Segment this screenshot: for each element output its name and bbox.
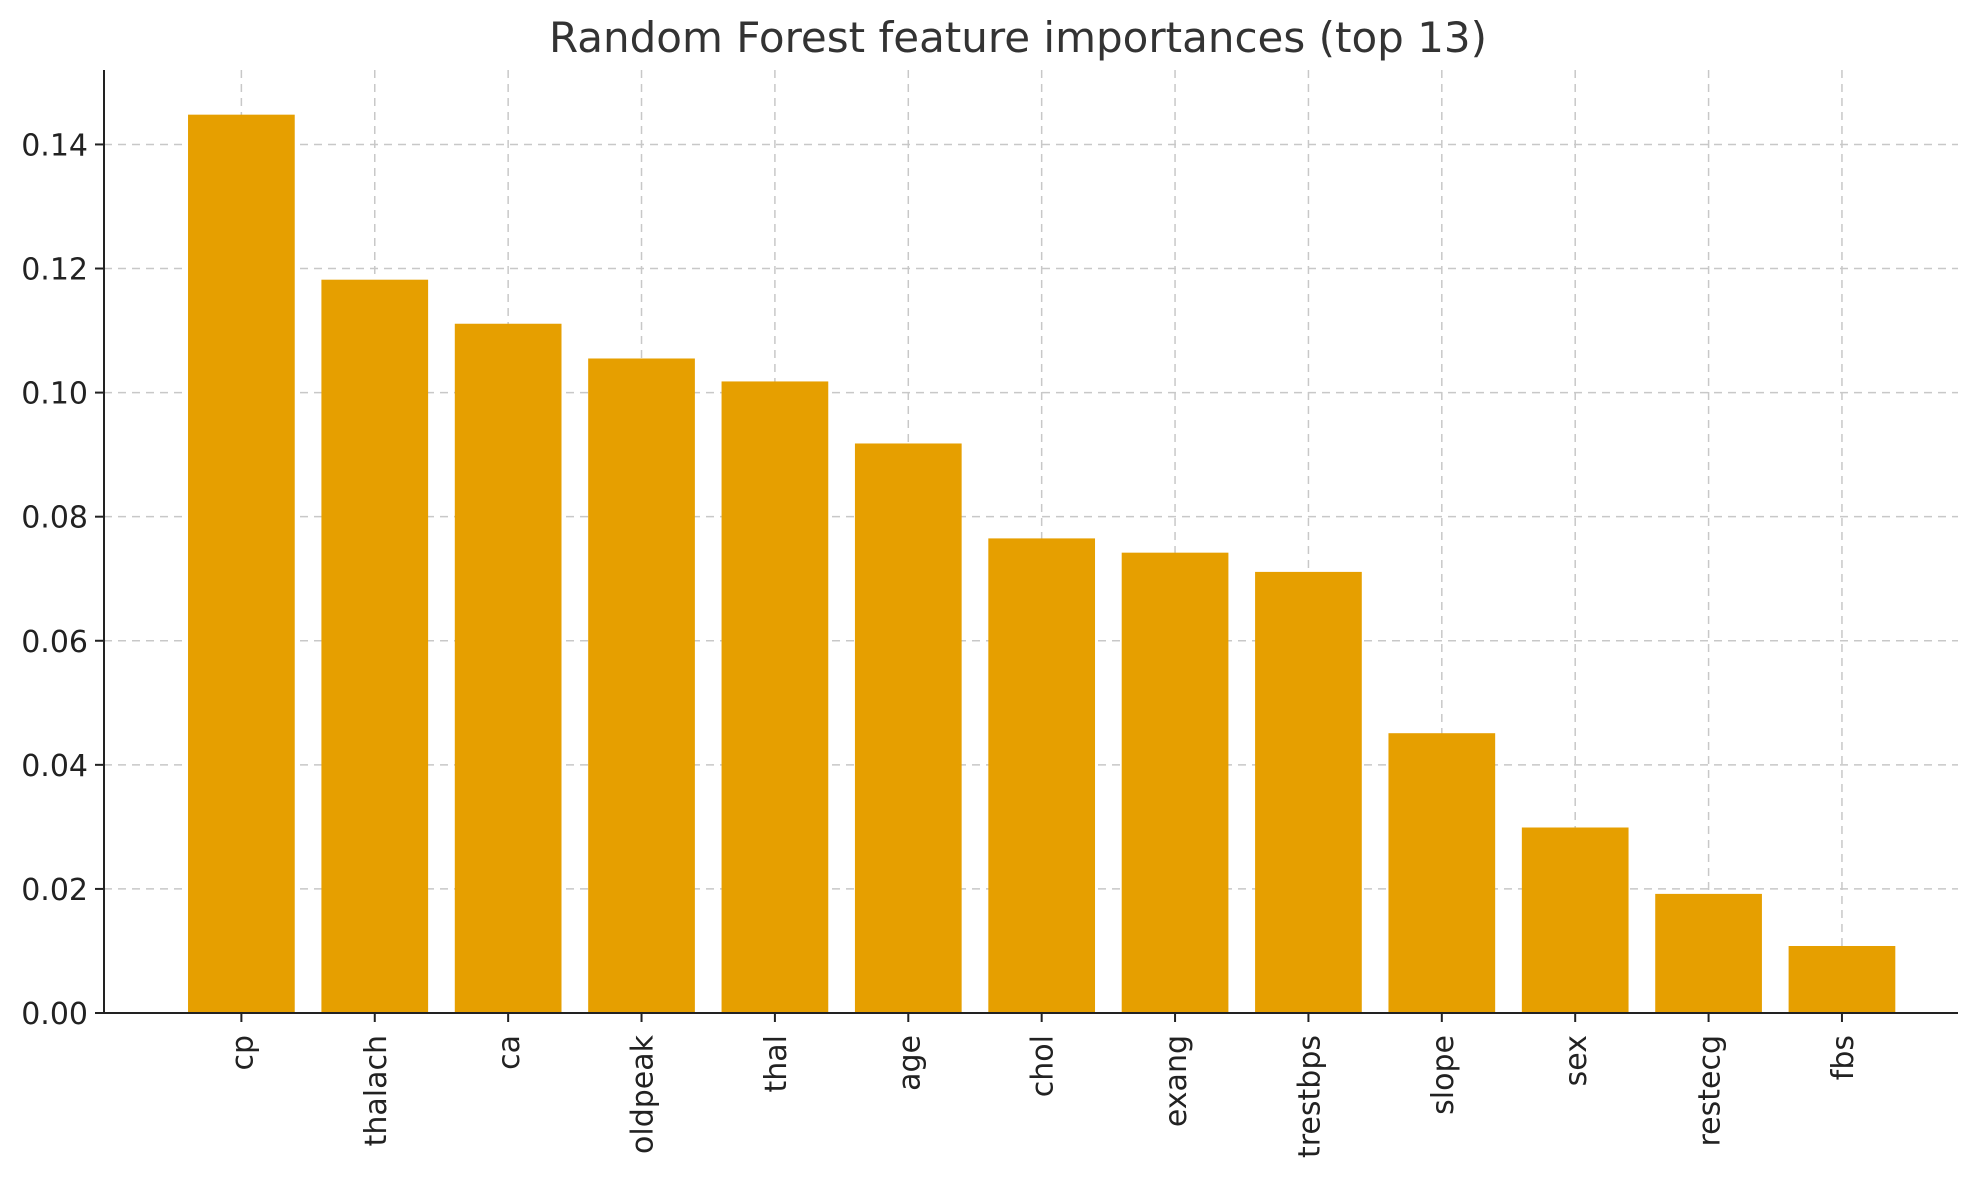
x-tick-label-ca: ca xyxy=(492,1035,527,1070)
x-tick-label-oldpeak: oldpeak xyxy=(626,1034,661,1154)
x-tick-label-sex: sex xyxy=(1559,1035,1594,1086)
y-tick-label: 0.02 xyxy=(21,873,88,908)
y-tick-label: 0.14 xyxy=(21,128,88,163)
bar-oldpeak xyxy=(588,358,695,1014)
bar-ca xyxy=(454,323,562,1013)
y-tick-label: 0.00 xyxy=(21,997,88,1032)
x-tick-label-trestbps: trestbps xyxy=(1292,1035,1327,1158)
x-tick-label-exang: exang xyxy=(1159,1035,1194,1127)
x-tick-label-age: age xyxy=(892,1035,927,1091)
x-tick-label-chol: chol xyxy=(1026,1035,1061,1097)
y-tick-label: 0.12 xyxy=(21,253,88,288)
x-tick-labels: cp thalach ca oldpeak thal age chol exang trestb… xyxy=(225,1034,1861,1158)
axes-layer xyxy=(95,70,1958,1022)
y-tick-label: 0.10 xyxy=(21,377,88,412)
y-tick-label: 0.06 xyxy=(21,625,88,660)
x-tick-label-thalach: thalach xyxy=(359,1035,394,1146)
bar-thalach xyxy=(321,279,429,1013)
bar-cp xyxy=(188,114,295,1014)
x-tick-label-cp: cp xyxy=(225,1035,260,1071)
y-tick-labels: 0.00 0.02 0.04 0.06 0.08 0.10 0.12 0.14 xyxy=(21,128,88,1032)
bar-chol xyxy=(988,538,1096,1013)
bar-trestbps xyxy=(1255,571,1362,1013)
x-tick-label-slope: slope xyxy=(1426,1035,1461,1115)
bar-slope xyxy=(1388,733,1496,1013)
y-tick-label: 0.08 xyxy=(21,501,88,536)
chart-title: Random Forest feature importances (top 1… xyxy=(549,13,1487,62)
bar-restecg xyxy=(1655,893,1762,1013)
bar-exang xyxy=(1121,552,1229,1013)
bar-fbs xyxy=(1788,945,1896,1013)
bars-layer xyxy=(188,114,1896,1014)
x-tick-label-restecg: restecg xyxy=(1693,1035,1728,1147)
bar-age xyxy=(854,443,962,1013)
bar-thal xyxy=(721,381,829,1013)
x-tick-label-fbs: fbs xyxy=(1826,1035,1861,1080)
y-tick-label: 0.04 xyxy=(21,749,88,784)
x-tick-label-thal: thal xyxy=(759,1035,794,1093)
bar-sex xyxy=(1521,827,1629,1013)
